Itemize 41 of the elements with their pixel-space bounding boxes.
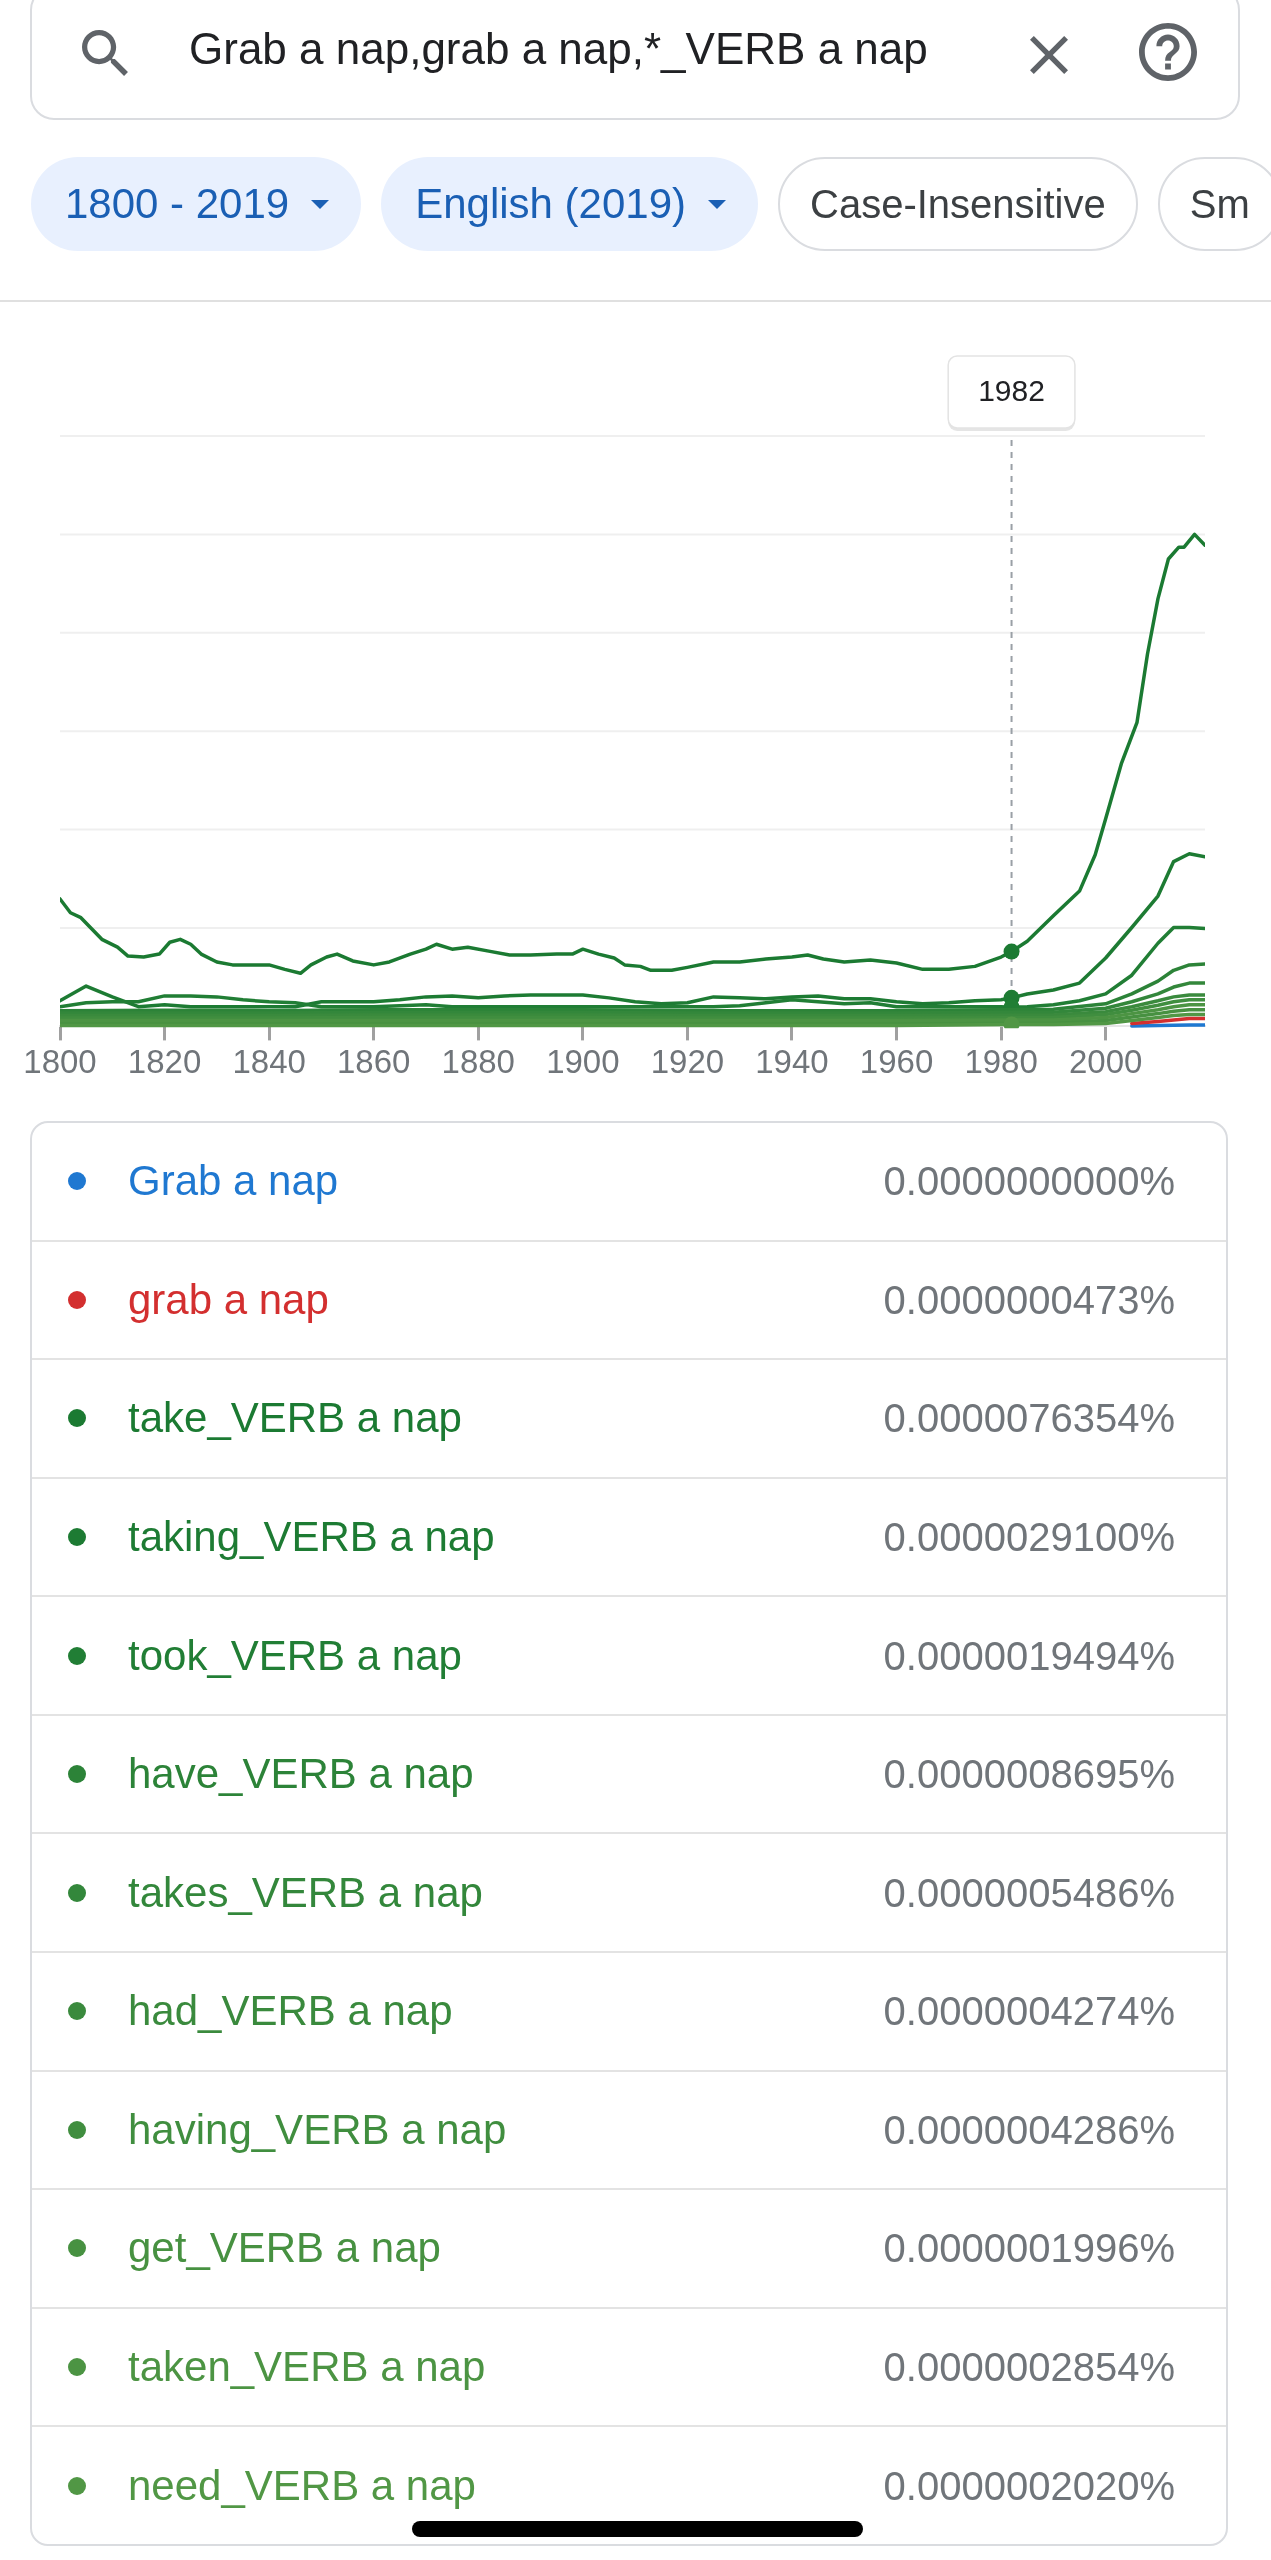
legend-label: Grab a nap: [128, 1156, 339, 1207]
text: 1800 - 2019: [65, 180, 290, 228]
legend-label: took_VERB a nap: [128, 1630, 462, 1681]
text: 0.0000005486%: [883, 1869, 1175, 1917]
x-tick-label: 1820: [127, 1043, 202, 1081]
text: 0.0000002854%: [883, 2344, 1175, 2392]
text: Sm: [1189, 181, 1250, 227]
text: 0.0000019494%: [883, 1632, 1175, 1680]
text: English (2019): [415, 180, 687, 228]
legend-label: taking_VERB a nap: [128, 1512, 495, 1562]
text: 0.0000001996%: [883, 2225, 1175, 2273]
legend-label: had_VERB a nap: [128, 1986, 453, 2037]
text: Case-Insensitive: [810, 181, 1106, 227]
x-tick-label: 1840: [232, 1043, 306, 1081]
text: 0.0000076354%: [883, 1395, 1175, 1443]
x-tick-label: 1940: [755, 1043, 829, 1081]
x-tick-label: 1900: [546, 1043, 620, 1081]
legend-label: taken_VERB a nap: [128, 2342, 486, 2393]
legend-label: having_VERB a nap: [128, 2104, 507, 2155]
ref-line-label: 1982: [978, 374, 1045, 408]
legend-label: take_VERB a nap: [128, 1393, 462, 1444]
legend-label: get_VERB a nap: [128, 2223, 441, 2274]
legend-label: grab a nap: [128, 1274, 329, 1325]
text: 0.0000004274%: [883, 1988, 1175, 2036]
x-tick-label: 1800: [23, 1043, 97, 1081]
x-tick-label: 1880: [441, 1043, 515, 1081]
x-tick-label: 1980: [964, 1043, 1038, 1081]
chart-title: Grab a nap,grab a nap,*_VERB a nap: [189, 23, 928, 75]
text: 0.0000000473%: [883, 1276, 1175, 1324]
legend-label: takes_VERB a nap: [128, 1867, 483, 1918]
x-tick-label: 1920: [650, 1043, 725, 1081]
x-tick-label: 2000: [1068, 1043, 1143, 1081]
text: 0.0000004286%: [883, 2106, 1175, 2154]
text: 0.0000000000%: [883, 1158, 1175, 1206]
legend-label: need_VERB a nap: [128, 2460, 476, 2511]
text: 0.0000002020%: [883, 2462, 1175, 2510]
x-tick-label: 1860: [336, 1043, 411, 1081]
text: 0.0000008695%: [883, 1751, 1175, 1799]
legend-label: have_VERB a nap: [128, 1749, 474, 1800]
x-tick-label: 1960: [859, 1043, 934, 1081]
text: 0.0000029100%: [883, 1514, 1175, 1561]
